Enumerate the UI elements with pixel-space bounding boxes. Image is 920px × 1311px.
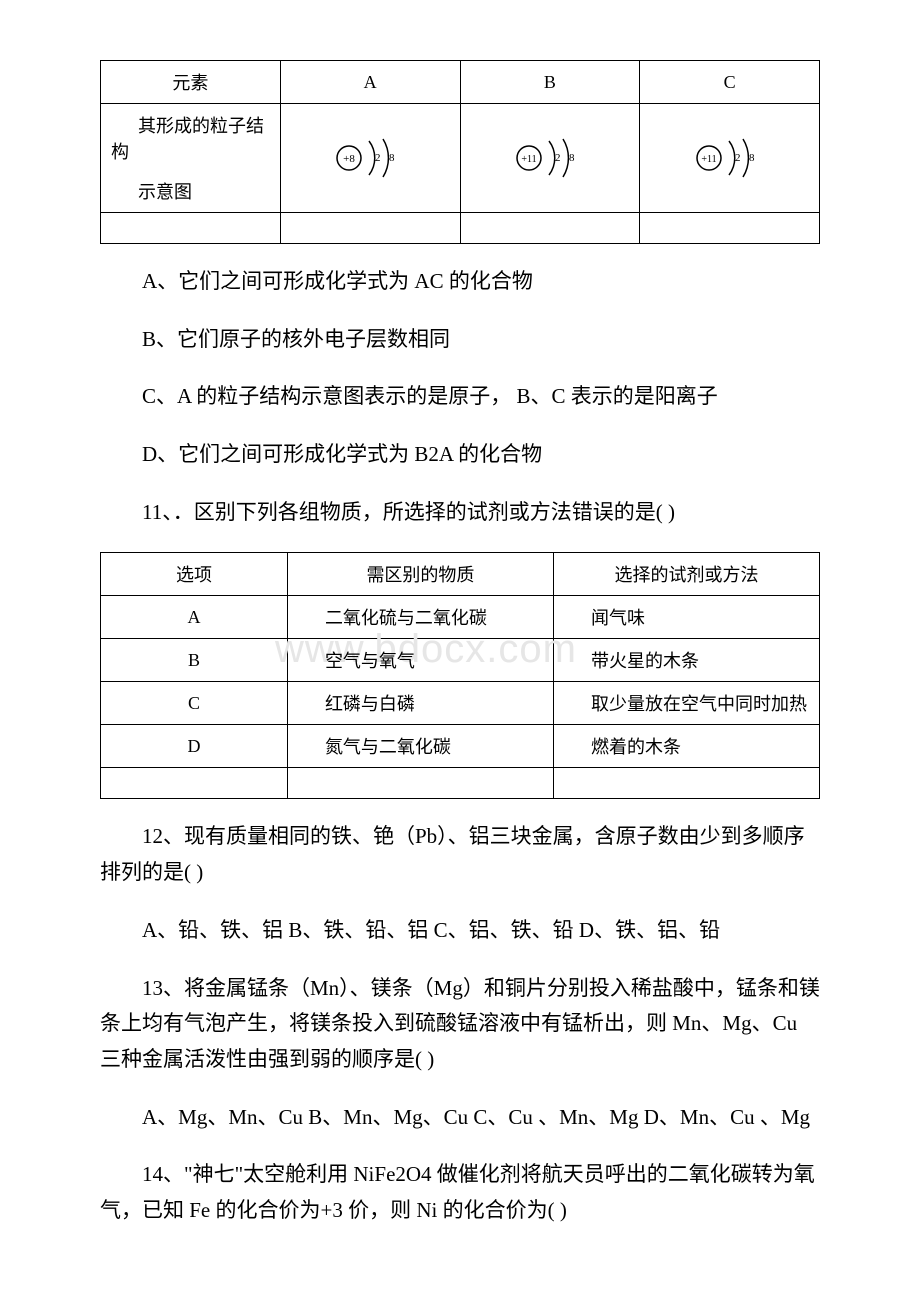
atom-c-diagram: +11 2 8 (691, 133, 769, 183)
option-a: A、它们之间可形成化学式为 AC 的化合物 (100, 264, 820, 300)
option-b: B、它们原子的核外电子层数相同 (100, 322, 820, 358)
t1-row2-label: 其形成的粒子结构 示意图 (101, 104, 281, 213)
t2-r0-sub: 二氧化硫与二氧化碳 (287, 596, 553, 639)
t1-header-c: C (640, 61, 820, 104)
particle-structure-table: 元素 A B C 其形成的粒子结构 示意图 +8 2 8 (100, 60, 820, 244)
t2-h2: 需区别的物质 (287, 553, 553, 596)
table2-wrap: 选项 需区别的物质 选择的试剂或方法 A 二氧化硫与二氧化碳 闻气味 B www… (100, 552, 820, 799)
question-12: 12、现有质量相同的铁、铯（Pb）、铝三块金属，含原子数由少到多顺序排列的是( … (100, 819, 820, 890)
t2-r1-sub: www.bdocx.com 空气与氧气 (287, 639, 553, 682)
t2-r3-opt: D (101, 725, 288, 768)
t2-r1-opt: B (101, 639, 288, 682)
atom-a-shell2: 8 (389, 152, 395, 164)
page-container: 元素 A B C 其形成的粒子结构 示意图 +8 2 8 (0, 0, 920, 1311)
atom-b-shell2: 8 (569, 152, 575, 164)
option-c: C、A 的粒子结构示意图表示的是原子， B、C 表示的是阳离子 (100, 379, 820, 415)
atom-c-shell2: 8 (749, 152, 755, 164)
question-13-options: A、Mg、Mn、Cu B、Mn、Mg、Cu C、Cu 、Mn、Mg D、Mn、C… (100, 1100, 820, 1136)
atom-c-shell1: 2 (735, 152, 741, 164)
atom-c-nucleus: +11 (701, 154, 716, 165)
t2-empty-1 (101, 768, 288, 799)
atom-a-shell1: 2 (375, 152, 381, 164)
t1-empty-1 (101, 213, 281, 244)
atom-a-nucleus: +8 (343, 153, 355, 165)
t2-h3: 选择的试剂或方法 (553, 553, 819, 596)
t1-atom-b-cell: +11 2 8 (460, 104, 640, 213)
atom-b-nucleus: +11 (521, 154, 536, 165)
t1-row2-label-line2: 示意图 (111, 178, 270, 204)
t1-header-b: B (460, 61, 640, 104)
question-13: 13、将金属锰条（Mn）、镁条（Mg）和铜片分别投入稀盐酸中，锰条和镁条上均有气… (100, 971, 820, 1078)
t2-r2-method: 取少量放在空气中同时加热 (553, 682, 819, 725)
question-11: 11、．区别下列各组物质，所选择的试剂或方法错误的是( ) (100, 495, 820, 531)
t2-r2-opt: C (101, 682, 288, 725)
t2-empty-3 (553, 768, 819, 799)
t2-r0-opt: A (101, 596, 288, 639)
t2-r3-sub: 氮气与二氧化碳 (287, 725, 553, 768)
atom-b-shell1: 2 (555, 152, 561, 164)
question-14: 14、"神七"太空舱利用 NiFe2O4 做催化剂将航天员呼出的二氧化碳转为氧气… (100, 1157, 820, 1228)
t2-r3-method: 燃着的木条 (553, 725, 819, 768)
t1-header-element: 元素 (101, 61, 281, 104)
t1-atom-c-cell: +11 2 8 (640, 104, 820, 213)
atom-b-diagram: +11 2 8 (511, 133, 589, 183)
t1-header-a: A (280, 61, 460, 104)
t2-r0-method: 闻气味 (553, 596, 819, 639)
t1-empty-4 (640, 213, 820, 244)
t2-empty-2 (287, 768, 553, 799)
distinguish-substance-table: 选项 需区别的物质 选择的试剂或方法 A 二氧化硫与二氧化碳 闻气味 B www… (100, 552, 820, 799)
question-12-options: A、铅、铁、铝 B、铁、铅、铝 C、铝、铁、铅 D、铁、铝、铅 (100, 913, 820, 949)
t2-r2-sub: 红磷与白磷 (287, 682, 553, 725)
t1-empty-3 (460, 213, 640, 244)
option-d: D、它们之间可形成化学式为 B2A 的化合物 (100, 437, 820, 473)
t1-row2-label-line1: 其形成的粒子结构 (111, 112, 270, 164)
t1-empty-2 (280, 213, 460, 244)
t2-r1-method: 带火星的木条 (553, 639, 819, 682)
t1-atom-a-cell: +8 2 8 (280, 104, 460, 213)
atom-a-diagram: +8 2 8 (331, 133, 409, 183)
t2-h1: 选项 (101, 553, 288, 596)
